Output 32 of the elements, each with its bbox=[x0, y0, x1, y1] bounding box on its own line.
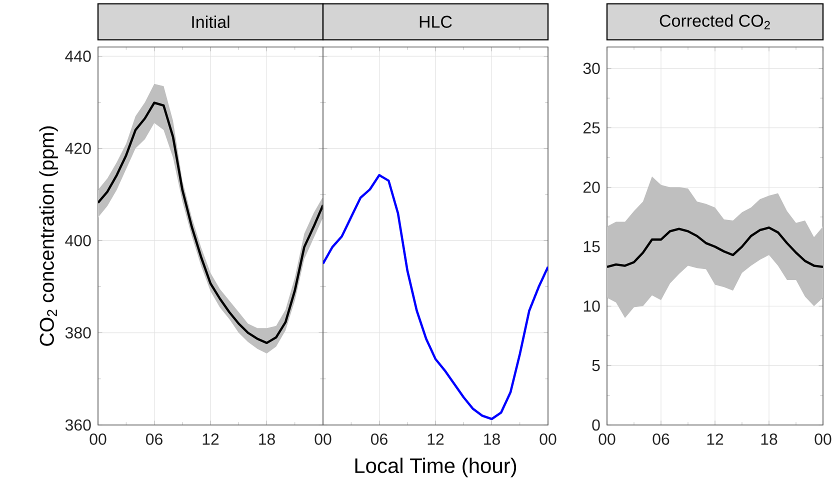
chart-title: HLC bbox=[420, 16, 452, 28]
y-tick-label: 400 bbox=[65, 234, 91, 246]
y-tick-label: 440 bbox=[65, 50, 91, 62]
y-tick-label: 5 bbox=[592, 360, 600, 372]
y-tick-label: 15 bbox=[584, 241, 600, 252]
chart-title: Initial bbox=[192, 16, 230, 28]
x-tick-label: 00 bbox=[90, 434, 106, 445]
y-tick-label: 420 bbox=[65, 142, 91, 154]
x-tick-label: 12 bbox=[202, 434, 219, 445]
x-tick-label: 06 bbox=[370, 434, 388, 445]
line-series bbox=[607, 226, 823, 268]
x-tick-label: 12 bbox=[428, 434, 444, 445]
x-tick-label: 00 bbox=[540, 434, 556, 445]
x-tick-label: 06 bbox=[146, 434, 162, 445]
x-axis-title: Local Time (hour) bbox=[355, 458, 516, 478]
y-tick-label: 20 bbox=[583, 182, 600, 193]
x-tick-label: 18 bbox=[484, 434, 500, 445]
y-tick-label: 30 bbox=[583, 62, 600, 74]
x-tick-label: 00 bbox=[314, 434, 332, 445]
y-tick-label: 0 bbox=[592, 419, 600, 431]
y-axis-title: CO$_{2}$ concentration (ppm) bbox=[39, 126, 58, 346]
y-tick-label: 25 bbox=[583, 122, 600, 134]
chart-title: Corrected CO$_{2}$ bbox=[660, 14, 770, 30]
x-tick-label: 12 bbox=[707, 434, 724, 445]
y-tick-label: 380 bbox=[65, 327, 91, 338]
x-tick-label: 18 bbox=[761, 434, 778, 445]
x-tick-label: 00 bbox=[814, 434, 832, 445]
x-tick-label: 06 bbox=[652, 434, 670, 445]
y-tick-label: 360 bbox=[65, 419, 91, 431]
y-tick-label: 10 bbox=[584, 300, 600, 312]
x-tick-label: 18 bbox=[259, 434, 275, 445]
x-tick-label: 00 bbox=[598, 434, 616, 445]
